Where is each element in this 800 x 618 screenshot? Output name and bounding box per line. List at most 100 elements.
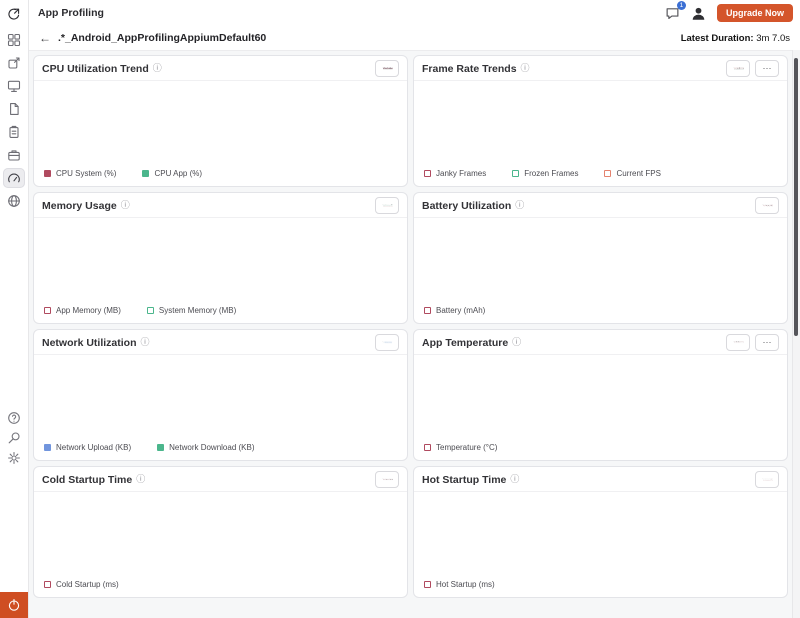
chart-plot[interactable]	[414, 355, 787, 440]
svg-text:Mar 27, 11:44...: Mar 27, 11:44...	[733, 342, 735, 343]
refresh-button[interactable]: 2505007503,0006,0009,000Network Upload (…	[375, 334, 399, 351]
chart-plot[interactable]	[414, 218, 787, 303]
sidebar-item-help[interactable]	[3, 410, 25, 426]
legend-item[interactable]: Current FPS	[604, 169, 661, 178]
legend-marker	[146, 306, 154, 314]
refresh-button[interactable]: 01,0002,0003,0004,000Cold Startup (ms)Ma…	[375, 471, 399, 488]
gear-icon	[8, 452, 20, 464]
sidebar-item-clipboard[interactable]	[3, 122, 25, 142]
legend-marker	[44, 306, 51, 314]
legend-item[interactable]: App Memory (MB)	[44, 306, 121, 315]
sidebar-item-grid[interactable]	[3, 30, 25, 50]
svg-text:5,000: 5,000	[762, 477, 763, 478]
svg-text:Mar 27, 11:49...: Mar 27, 11:49...	[740, 342, 742, 343]
chart-title: Battery Utilization	[422, 199, 512, 212]
chart-card: Network Utilization ⓘ 250500750 3,0006,00…	[33, 329, 408, 461]
sidebar-item-file[interactable]	[3, 99, 25, 119]
chart-card-header: Battery Utilization ⓘ 010203040Battery (…	[414, 193, 787, 218]
chart-plot[interactable]	[34, 492, 407, 577]
svg-text:Time: Time	[738, 343, 739, 344]
legend-item[interactable]: Network Download (KB)	[157, 443, 255, 452]
power-icon	[8, 599, 20, 611]
chart-plot[interactable]	[34, 355, 407, 440]
chart-svg	[416, 494, 785, 577]
svg-text:Mar 27, 11:49...: Mar 27, 11:49...	[389, 205, 391, 206]
sidebar-item-share[interactable]	[3, 53, 25, 73]
refresh-button[interactable]: 0306090120Current FPSMar 27, 11:44...Mar…	[726, 60, 750, 77]
info-icon[interactable]: ⓘ	[140, 337, 150, 347]
app-logo[interactable]	[5, 5, 23, 23]
info-icon[interactable]: ⓘ	[512, 337, 522, 347]
legend-label: Cold Startup (ms)	[56, 579, 119, 589]
scrollbar-thumb[interactable]	[794, 58, 798, 336]
legend-label: CPU System (%)	[56, 168, 117, 178]
recorder-button[interactable]	[0, 592, 28, 618]
info-icon[interactable]: ⓘ	[120, 200, 130, 210]
legend-item[interactable]: System Memory (MB)	[146, 306, 236, 315]
more-options-button[interactable]: ···	[755, 60, 779, 77]
legend-item[interactable]: Cold Startup (ms)	[44, 580, 119, 589]
legend-label: Temperature (°C)	[436, 442, 498, 452]
refresh-button[interactable]: 0510152025CPU App (%)Mar 27, 11:44...Mar…	[375, 60, 399, 77]
chart-legend: Temperature (°C)	[414, 440, 787, 460]
back-button[interactable]: ←	[28, 32, 58, 44]
info-icon[interactable]: ⓘ	[152, 63, 162, 73]
svg-text:Mar 27, 11:52...: Mar 27, 11:52...	[742, 342, 743, 343]
chart-card: Frame Rate Trends ⓘ 0306090120Current FP…	[413, 55, 788, 187]
avatar[interactable]	[691, 5, 707, 21]
legend-item[interactable]: Network Upload (KB)	[44, 443, 131, 452]
sidebar-item-monitor[interactable]	[3, 76, 25, 96]
svg-text:4,000: 4,000	[762, 478, 763, 479]
refresh-button[interactable]: 01,0002,0003,0004,0005,000Hot Startup (m…	[755, 471, 779, 488]
chart-card: Cold Startup Time ⓘ 01,0002,0003,0004,00…	[33, 466, 408, 598]
legend-item[interactable]: CPU App (%)	[142, 169, 202, 178]
share-icon	[8, 57, 20, 69]
refresh-button[interactable]: 04,0008,00012,00016,000App Memory (MB)Ma…	[375, 197, 399, 214]
sidebar-item-briefcase[interactable]	[3, 145, 25, 165]
legend-marker	[424, 306, 431, 314]
svg-text:40: 40	[762, 203, 763, 204]
legend-label: Frozen Frames	[524, 168, 579, 178]
svg-text:Mar 27, 11:44...: Mar 27, 11:44...	[762, 479, 764, 480]
more-options-button[interactable]: ···	[755, 334, 779, 351]
info-icon[interactable]: ⓘ	[136, 474, 146, 484]
legend-item[interactable]: Frozen Frames	[512, 169, 578, 178]
svg-text:Mar 27, 11:44...: Mar 27, 11:44...	[765, 479, 767, 480]
scrollbar-track[interactable]	[792, 50, 800, 618]
info-icon[interactable]: ⓘ	[515, 200, 525, 210]
legend-item[interactable]: Battery (mAh)	[424, 306, 485, 315]
feedback-icon[interactable]: 1	[665, 1, 686, 21]
sidebar-item-search[interactable]	[3, 430, 25, 446]
sidebar-item-gear[interactable]	[3, 450, 25, 466]
chart-card-header: Frame Rate Trends ⓘ 0306090120Current FP…	[414, 56, 787, 81]
info-icon[interactable]: ⓘ	[510, 474, 520, 484]
svg-text:30: 30	[733, 341, 734, 342]
svg-text:Mar 27, 11:44...: Mar 27, 11:44...	[736, 342, 738, 343]
refresh-button[interactable]: 01020304050Temperature (°C)Mar 27, 11:44…	[726, 334, 750, 351]
legend-label: App Memory (MB)	[56, 305, 121, 315]
clipboard-icon	[9, 125, 19, 138]
svg-text:Mar 27, 11:46...: Mar 27, 11:46...	[738, 342, 740, 343]
chart-plot[interactable]	[34, 218, 407, 303]
chart-svg	[36, 83, 405, 166]
legend-item[interactable]: Temperature (°C)	[424, 443, 497, 452]
top-bar: App Profiling 1 Upgrade Now	[28, 0, 800, 27]
info-icon[interactable]: ⓘ	[520, 63, 530, 73]
chart-plot[interactable]	[414, 81, 787, 166]
legend-label: CPU App (%)	[154, 168, 203, 178]
chart-legend: Cold Startup (ms)	[34, 577, 407, 597]
chart-plot[interactable]	[414, 492, 787, 577]
legend-item[interactable]: CPU System (%)	[44, 169, 116, 178]
chart-svg	[416, 83, 785, 166]
chart-svg	[416, 357, 785, 440]
chart-card-header: Network Utilization ⓘ 250500750 3,0006,00…	[34, 330, 407, 355]
sidebar-item-globe[interactable]	[3, 191, 25, 211]
chart-plot[interactable]	[34, 81, 407, 166]
legend-item[interactable]: Janky Frames	[424, 169, 486, 178]
legend-item[interactable]: Hot Startup (ms)	[424, 580, 495, 589]
upgrade-button[interactable]: Upgrade Now	[716, 4, 793, 22]
svg-text:4,000: 4,000	[382, 477, 383, 478]
sidebar-item-gauge[interactable]	[3, 168, 25, 188]
refresh-button[interactable]: 010203040Battery (mAh)Mar 27, 11:44...Ma…	[755, 197, 779, 214]
notification-badge: 1	[676, 1, 686, 10]
